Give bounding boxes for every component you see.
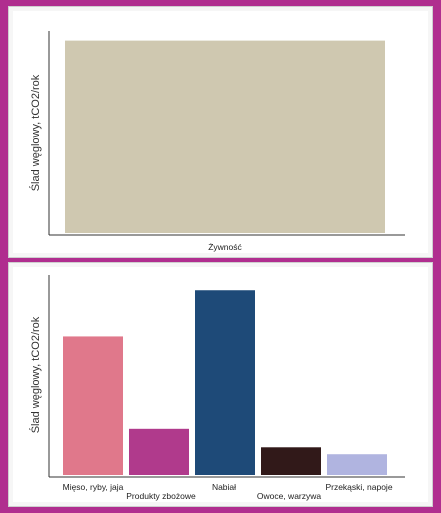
food-breakdown-chart-area: Ślad węglowy, tCO2/rok Mięso, ryby, jaja… [13, 267, 428, 502]
x-tick-label-owoce-warzywa: Owoce, warzywa [257, 491, 322, 501]
bar-zywnosc [65, 40, 385, 233]
bar-przekaski-napoje [327, 454, 387, 475]
bar-mieso-ryby-jaja [63, 336, 123, 475]
food-total-chart-area: Ślad węglowy, tCO2/rok Żywność [13, 11, 428, 253]
food-breakdown-chart-panel: Ślad węglowy, tCO2/rok Mięso, ryby, jaja… [8, 262, 433, 507]
food-total-chart: Ślad węglowy, tCO2/rok Żywność [29, 31, 405, 252]
y-axis-label: Ślad węglowy, tCO2/rok [29, 316, 42, 433]
bar-nabial [195, 290, 255, 475]
x-tick-label-nabial: Nabiał [212, 482, 236, 492]
y-axis-label: Ślad węglowy, tCO2/rok [29, 74, 42, 191]
x-tick-label-zywnosc: Żywność [208, 242, 242, 252]
food-breakdown-chart: Ślad węglowy, tCO2/rok Mięso, ryby, jaja… [29, 275, 405, 501]
x-tick-label-przekaski-napoje: Przekąski, napoje [325, 482, 392, 492]
bar-owoce-warzywa [261, 447, 321, 475]
x-tick-label-mieso-ryby-jaja: Mięso, ryby, jaja [63, 482, 124, 492]
food-total-chart-panel: Ślad węglowy, tCO2/rok Żywność [8, 6, 433, 258]
x-tick-label-produkty-zbozowe: Produkty zbożowe [126, 491, 196, 501]
bar-produkty-zbozowe [129, 428, 189, 475]
